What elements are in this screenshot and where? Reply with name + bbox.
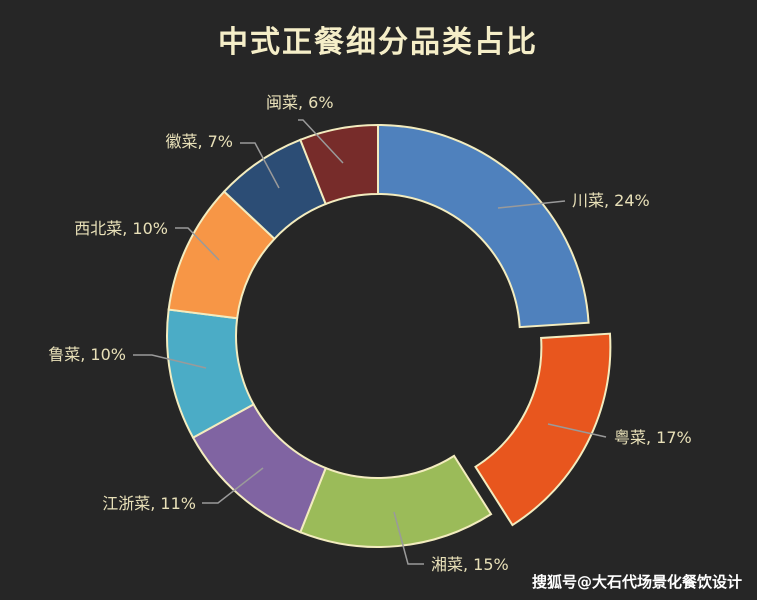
leader-line-5 [133, 354, 207, 369]
leader-line-4 [202, 467, 264, 504]
slice-8 [299, 123, 379, 206]
slice-label-1: 川菜, 24% [572, 191, 650, 210]
slice-label-2: 粤菜, 17% [614, 428, 692, 447]
leader-line-7 [240, 142, 280, 189]
slice-3 [299, 454, 493, 548]
slice-2 [474, 332, 612, 527]
slice-label-3: 湘菜, 15% [431, 555, 509, 574]
leader-line-1 [497, 200, 566, 209]
leader-lines-layer [133, 119, 607, 565]
slice-label-8: 闽菜, 6% [266, 93, 334, 112]
leader-line-2 [547, 423, 607, 438]
slice-labels-layer: 川菜, 24% 粤菜, 17% 湘菜, 15% 江浙菜, 11% 鲁菜, 10% 西北菜,… [48, 93, 692, 574]
leader-line-3 [393, 511, 424, 565]
leader-line-8 [298, 119, 344, 164]
chart-title: 中式正餐细分品类占比 [218, 25, 538, 60]
slice-label-7: 徽菜, 7% [165, 132, 233, 151]
leader-line-6 [175, 227, 220, 261]
watermark: 搜狐号@大石代场景化餐饮设计 [532, 573, 742, 591]
slice-label-4: 江浙菜, 11% [102, 494, 196, 513]
slice-1 [377, 123, 590, 329]
slices-layer [166, 123, 612, 548]
slice-label-5: 鲁菜, 10% [48, 345, 126, 364]
slice-label-6: 西北菜, 10% [74, 219, 168, 238]
